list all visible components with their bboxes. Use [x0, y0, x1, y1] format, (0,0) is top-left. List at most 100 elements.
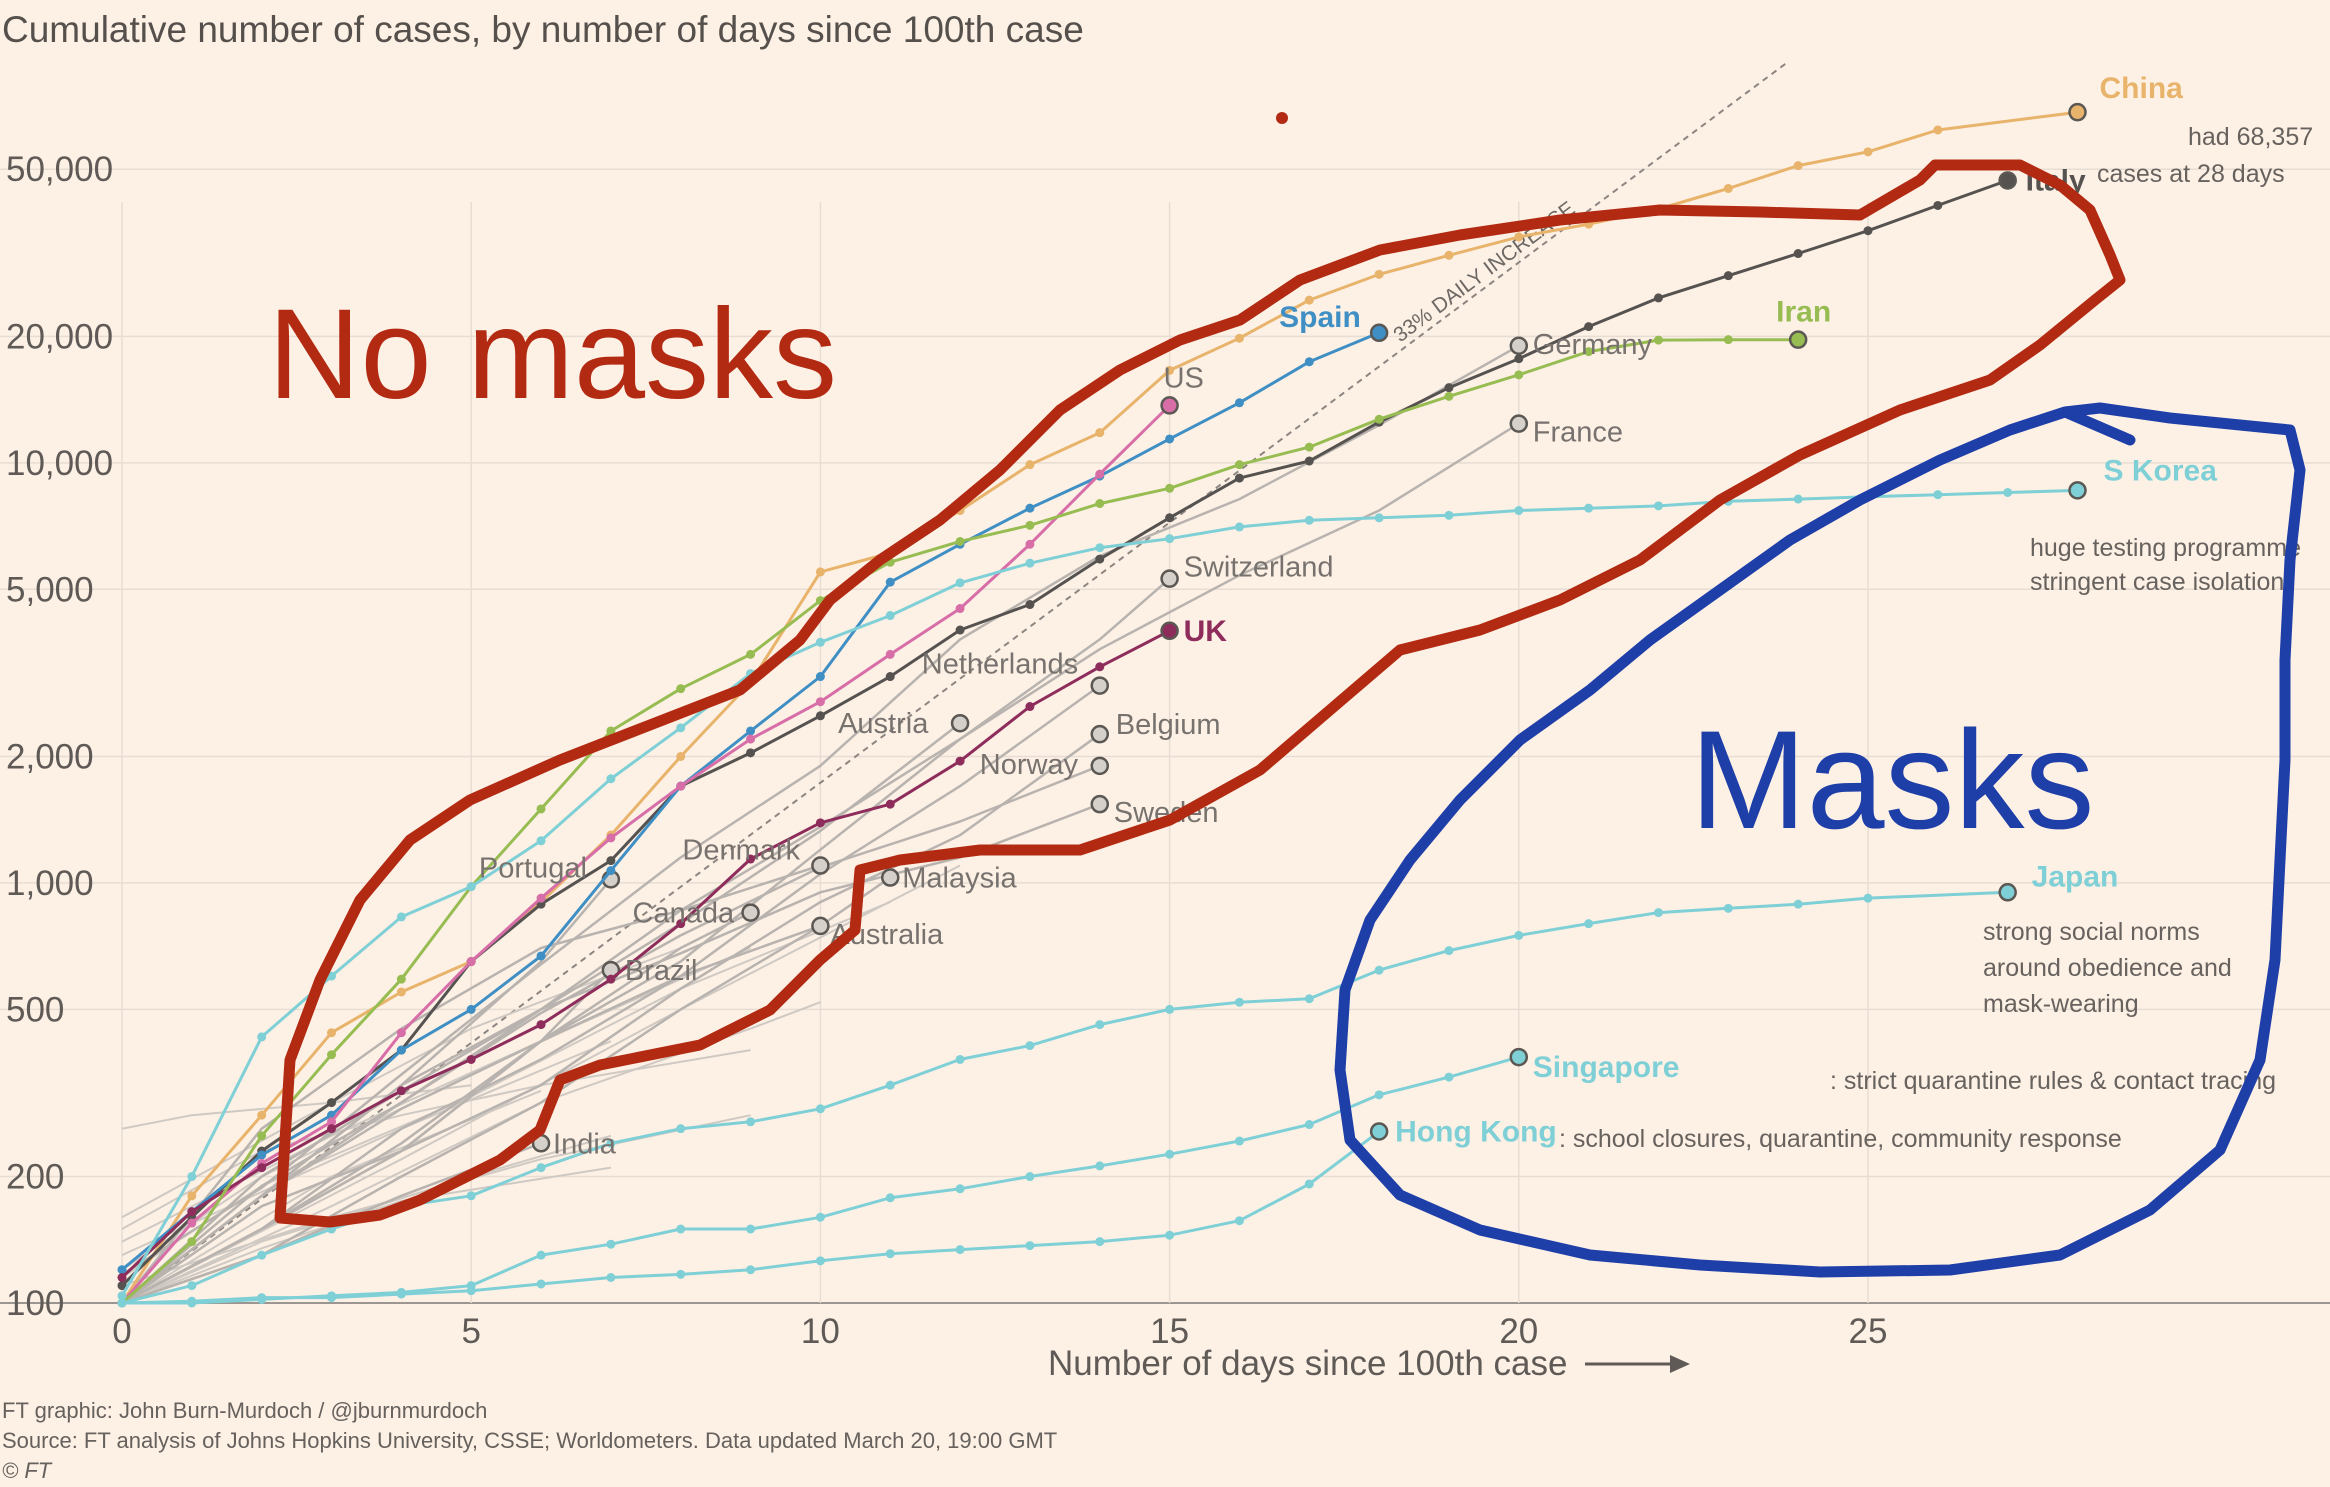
data-point-iran — [187, 1237, 197, 1247]
data-point-singapore — [885, 1193, 895, 1203]
x-tick-label: 0 — [112, 1312, 131, 1351]
data-point-spain — [1234, 398, 1244, 408]
data-point-china — [1374, 269, 1384, 279]
data-point-uk — [1095, 662, 1105, 672]
data-point-uk — [396, 1086, 406, 1096]
data-point-s-korea — [606, 774, 616, 784]
y-tick-label: 1,000 — [6, 864, 94, 903]
china-note-line-1: had 68,357 — [2188, 123, 2313, 151]
data-point-japan — [1584, 919, 1594, 929]
data-point-hong-kong — [746, 1265, 756, 1275]
data-point-hong-kong — [327, 1293, 337, 1303]
data-point-italy — [327, 1098, 337, 1108]
data-point-uk — [746, 854, 756, 864]
data-point-spain — [396, 1045, 406, 1055]
data-point-italy — [1584, 322, 1594, 332]
data-point-spain — [536, 951, 546, 961]
label-spain: Spain — [1279, 301, 1361, 334]
data-point-hong-kong — [1304, 1179, 1314, 1189]
data-point-s-korea — [466, 882, 476, 892]
data-point-italy — [746, 748, 756, 758]
data-point-china — [1025, 460, 1035, 470]
masks-label: Masks — [1690, 701, 2094, 858]
end-point-switzerland — [1160, 569, 1179, 588]
data-point-italy — [815, 711, 825, 721]
data-point-uk — [606, 974, 616, 984]
end-point-iran — [1788, 330, 1808, 349]
data-point-iran — [1514, 370, 1524, 380]
data-point-china — [1095, 428, 1105, 438]
data-point-s-korea — [1933, 490, 1943, 500]
data-point-s-korea — [1793, 494, 1803, 504]
y-tick-label: 50,000 — [6, 150, 113, 189]
data-point-iran — [1234, 460, 1244, 470]
end-point-australia — [811, 916, 830, 936]
y-tick-label: 2,000 — [6, 737, 94, 776]
data-point-china — [1234, 333, 1244, 343]
data-point-china — [1165, 365, 1175, 375]
data-point-us — [676, 781, 686, 791]
japan-note: strong social norms around obedience and… — [1983, 918, 2232, 1018]
data-point-iran — [606, 726, 616, 736]
y-tick-label: 20,000 — [6, 317, 113, 356]
data-point-china — [396, 987, 406, 997]
label-us: US — [1164, 362, 1204, 394]
data-point-spain — [117, 1265, 127, 1275]
data-point-hong-kong — [396, 1289, 406, 1299]
data-point-china — [1863, 147, 1873, 157]
label-netherlands: Netherlands — [922, 649, 1078, 681]
data-point-us — [815, 697, 825, 707]
y-tick-label: 10,000 — [6, 444, 113, 483]
data-point-china — [1933, 125, 1943, 135]
data-point-s-korea — [676, 723, 686, 733]
footer-credit: FT graphic: John Burn-Murdoch / @jburnmu… — [2, 1398, 487, 1423]
data-point-japan — [606, 1138, 616, 1148]
hongkong-note: : school closures, quarantine, community… — [1559, 1125, 2122, 1153]
data-point-uk — [187, 1207, 197, 1217]
end-point-china — [2068, 102, 2087, 122]
china-note: had 68,357 cases at 28 days — [2097, 123, 2313, 188]
data-point-iran — [1444, 391, 1454, 401]
data-point-italy — [1514, 354, 1524, 364]
data-point-japan — [815, 1104, 825, 1114]
end-point-malaysia — [880, 868, 900, 887]
data-point-singapore — [1165, 1149, 1175, 1159]
data-point-italy — [1653, 293, 1663, 303]
x-tick-label: 15 — [1150, 1312, 1189, 1351]
background-line — [121, 1049, 751, 1230]
data-point-iran — [746, 649, 756, 659]
data-point-s-korea — [117, 1291, 127, 1301]
data-point-hong-kong — [885, 1249, 895, 1259]
x-axis-label: Number of days since 100th case — [1048, 1344, 1567, 1383]
data-point-italy — [1933, 200, 1943, 210]
series-line-france — [121, 422, 1520, 1304]
korea-note: huge testing programme stringent case is… — [2030, 534, 2301, 596]
no-masks-label: No masks — [268, 283, 837, 426]
data-point-s-korea — [1095, 543, 1105, 553]
data-point-japan — [536, 1163, 546, 1173]
end-point-hong-kong — [1369, 1122, 1389, 1141]
data-point-uk — [1025, 702, 1035, 712]
label-india: India — [553, 1128, 617, 1160]
data-point-spain — [746, 726, 756, 736]
end-point-austria — [950, 713, 970, 733]
data-point-japan — [187, 1281, 197, 1291]
footer-source: Source: FT analysis of Johns Hopkins Uni… — [2, 1428, 1057, 1453]
data-point-japan — [1165, 1004, 1175, 1014]
data-point-s-korea — [2003, 488, 2013, 498]
data-point-singapore — [1234, 1136, 1244, 1146]
data-point-japan — [1234, 997, 1244, 1007]
y-tick-label: 500 — [6, 990, 64, 1029]
data-point-japan — [1723, 903, 1733, 913]
data-point-italy — [955, 625, 965, 635]
data-point-singapore — [815, 1212, 825, 1222]
data-point-iran — [1653, 335, 1663, 345]
data-point-japan — [676, 1124, 686, 1134]
series-line-us — [120, 404, 1171, 1304]
no-masks-outline — [274, 159, 2126, 1228]
label-uk: UK — [1184, 615, 1228, 648]
x-tick-label: 25 — [1849, 1312, 1888, 1351]
data-point-spain — [466, 1004, 476, 1014]
data-point-singapore — [1025, 1172, 1035, 1182]
